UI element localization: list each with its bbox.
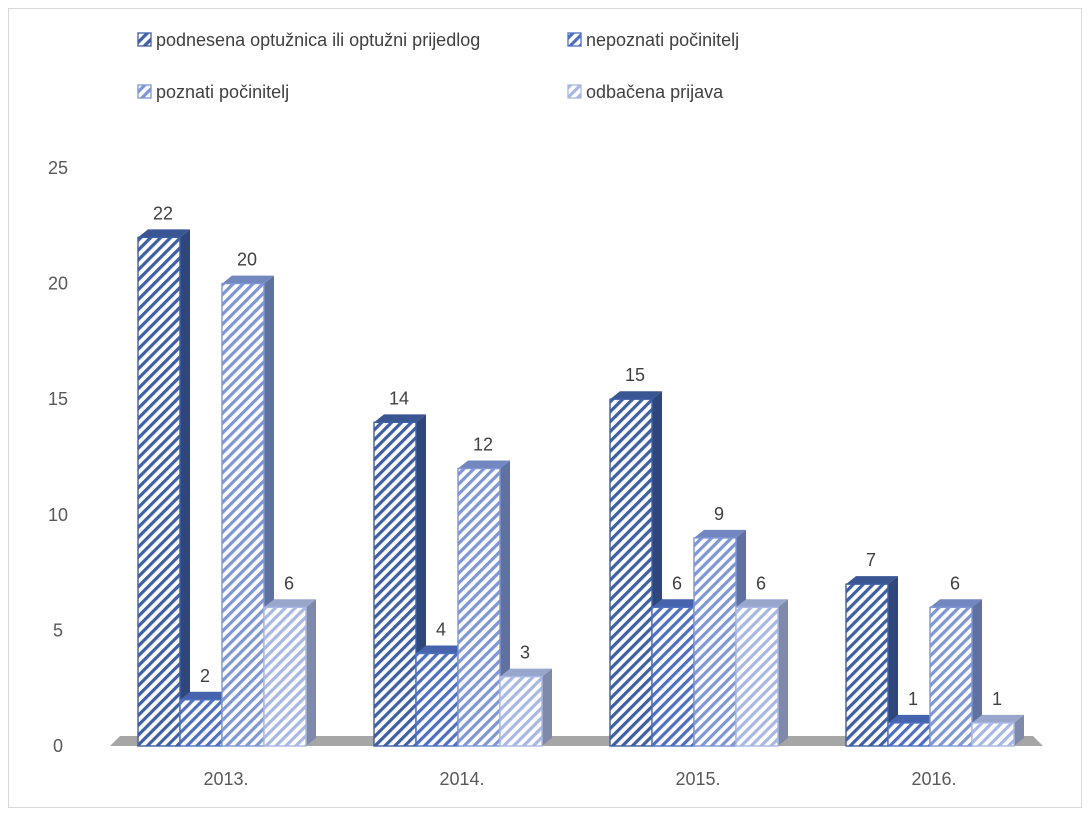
bar-front bbox=[929, 606, 973, 747]
bar-top bbox=[180, 691, 232, 700]
bar-front bbox=[221, 282, 265, 747]
data-label: 2 bbox=[200, 666, 210, 686]
bar-top bbox=[972, 714, 1024, 723]
bar-top bbox=[846, 576, 898, 585]
data-label: 15 bbox=[625, 365, 645, 385]
bar-front bbox=[651, 606, 695, 747]
y-tick-label: 25 bbox=[48, 158, 68, 178]
y-axis: 0 5 10 15 20 25 bbox=[48, 158, 68, 756]
bar-top bbox=[416, 645, 468, 654]
bars bbox=[137, 229, 1024, 747]
bar-top bbox=[930, 599, 982, 608]
bar-front bbox=[415, 652, 459, 747]
data-label: 6 bbox=[756, 573, 766, 593]
chart-floor bbox=[110, 736, 1043, 746]
legend-label: poznati počinitelj bbox=[156, 82, 289, 102]
bar-front bbox=[137, 236, 181, 747]
bar-top bbox=[736, 599, 788, 608]
y-tick-label: 5 bbox=[53, 620, 63, 640]
legend-item: nepoznati počinitelj bbox=[567, 30, 739, 50]
data-label: 22 bbox=[153, 203, 173, 223]
bar-top bbox=[138, 229, 190, 238]
bar-front bbox=[499, 675, 543, 747]
data-label: 6 bbox=[672, 573, 682, 593]
bar-side bbox=[306, 599, 316, 746]
legend: podnesena optužnica ili optužni prijedlo… bbox=[137, 30, 739, 102]
data-label: 6 bbox=[950, 573, 960, 593]
bar-top bbox=[652, 599, 704, 608]
bar-front bbox=[845, 583, 889, 747]
bar-front bbox=[971, 722, 1015, 747]
bar-top bbox=[694, 529, 746, 538]
y-tick-label: 15 bbox=[48, 389, 68, 409]
legend-item: podnesena optužnica ili optužni prijedlo… bbox=[137, 30, 480, 50]
y-tick-label: 0 bbox=[53, 736, 63, 756]
bar-side bbox=[542, 668, 552, 746]
data-label: 1 bbox=[908, 689, 918, 709]
bar-front bbox=[263, 606, 307, 747]
data-label: 3 bbox=[520, 643, 530, 663]
bar-side bbox=[778, 599, 788, 746]
x-axis: 2013. 2014. 2015. 2016. bbox=[203, 769, 956, 789]
y-tick-label: 20 bbox=[48, 274, 68, 294]
bar-front bbox=[693, 537, 737, 747]
bar bbox=[845, 576, 898, 747]
x-tick-label: 2013. bbox=[203, 769, 248, 789]
bar-front bbox=[373, 421, 417, 747]
bar-side bbox=[972, 599, 982, 746]
bar-top bbox=[222, 275, 274, 284]
bar-top bbox=[610, 391, 662, 400]
bar bbox=[499, 668, 552, 747]
legend-swatch bbox=[567, 84, 582, 99]
bar-side bbox=[180, 229, 190, 747]
data-label: 6 bbox=[284, 573, 294, 593]
legend-swatch bbox=[137, 32, 152, 47]
bar bbox=[263, 599, 316, 747]
bar-front bbox=[457, 467, 501, 747]
bar-top bbox=[458, 460, 510, 469]
bar-top bbox=[888, 714, 940, 723]
data-label: 14 bbox=[389, 388, 409, 408]
bar-side bbox=[1014, 714, 1024, 746]
legend-swatch bbox=[137, 84, 152, 99]
legend-item: poznati počinitelj bbox=[137, 82, 289, 102]
bar-side bbox=[888, 576, 898, 746]
data-label: 9 bbox=[714, 504, 724, 524]
data-label: 7 bbox=[866, 550, 876, 570]
legend-label: odbačena prijava bbox=[586, 82, 724, 102]
legend-label: podnesena optužnica ili optužni prijedlo… bbox=[156, 30, 480, 50]
x-tick-label: 2016. bbox=[911, 769, 956, 789]
bar-top bbox=[500, 668, 552, 677]
bar bbox=[137, 229, 190, 747]
data-label: 12 bbox=[473, 435, 493, 455]
data-label: 4 bbox=[436, 620, 446, 640]
bar-top bbox=[264, 599, 316, 608]
x-tick-label: 2014. bbox=[439, 769, 484, 789]
legend-label: nepoznati počinitelj bbox=[586, 30, 739, 50]
bar bbox=[735, 599, 788, 747]
bar-front bbox=[887, 722, 931, 747]
bar-front bbox=[609, 398, 653, 747]
legend-item: odbačena prijava bbox=[567, 82, 724, 102]
bar bbox=[929, 599, 982, 747]
bar bbox=[971, 714, 1024, 747]
data-label: 1 bbox=[992, 689, 1002, 709]
y-tick-label: 10 bbox=[48, 505, 68, 525]
data-label: 20 bbox=[237, 250, 257, 270]
legend-swatch bbox=[567, 32, 582, 47]
floor-plane bbox=[110, 736, 1043, 746]
bar-top bbox=[374, 414, 426, 423]
x-tick-label: 2015. bbox=[675, 769, 720, 789]
bar-front bbox=[735, 606, 779, 747]
bar-front bbox=[179, 699, 223, 747]
